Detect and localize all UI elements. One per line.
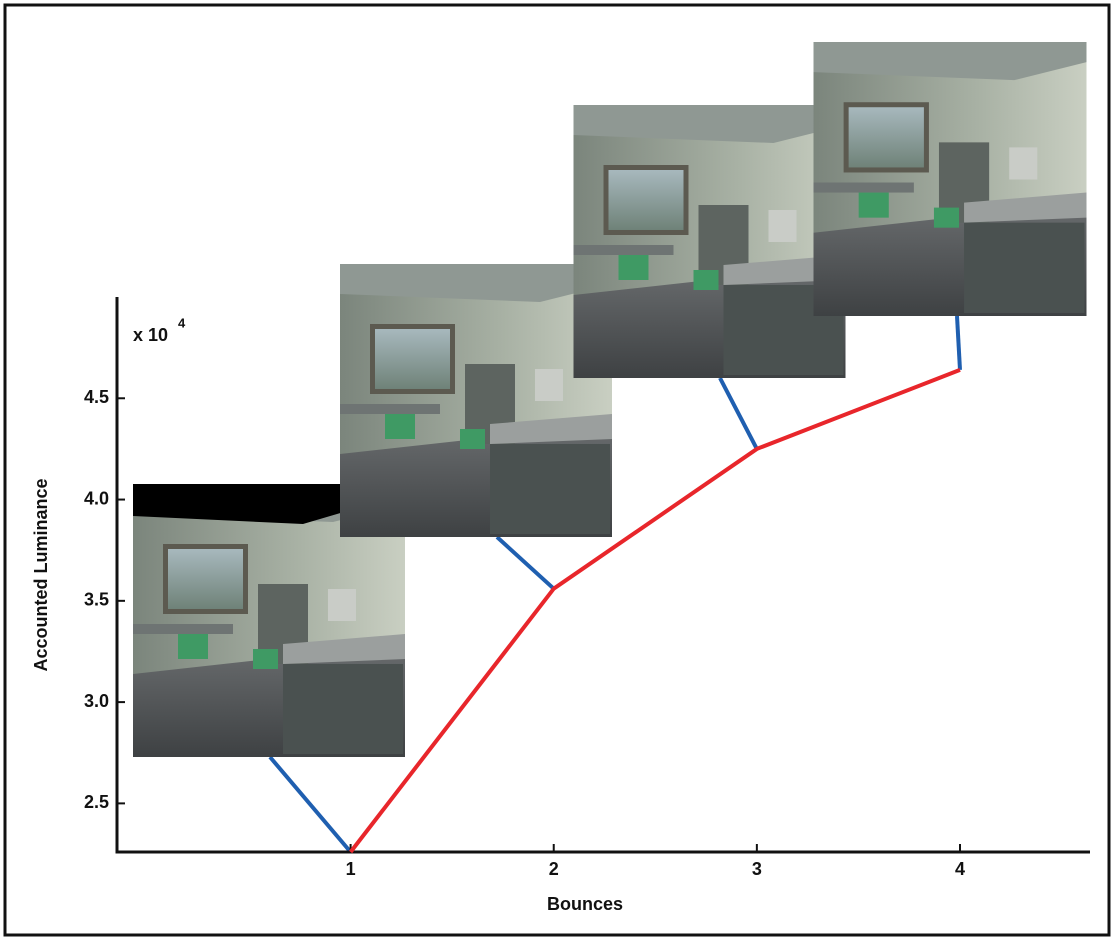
y-tick-label: 3.0 xyxy=(84,691,109,711)
y-tick-label: 2.5 xyxy=(84,792,109,812)
x-axis-label: Bounces xyxy=(547,894,623,914)
scale-exponent: 4 xyxy=(178,315,186,330)
y-tick-label: 3.5 xyxy=(84,590,109,610)
connector xyxy=(957,316,960,370)
x-tick-label: 1 xyxy=(346,859,356,879)
chart: 2.5 3.0 3.5 4.0 4.5 1 2 3 4 Bounces Accounted Lu… xyxy=(0,0,1115,941)
rendering xyxy=(814,42,1087,316)
y-tick-label: 4.5 xyxy=(84,387,109,407)
y-tick-label: 4.0 xyxy=(84,488,109,508)
renderings xyxy=(133,42,1086,757)
x-tick-label: 3 xyxy=(752,859,762,879)
x-tick-label: 2 xyxy=(549,859,559,879)
rendering xyxy=(574,105,846,378)
connector xyxy=(270,757,351,852)
connector xyxy=(497,537,554,589)
y-axis-label: Accounted Luminance xyxy=(31,478,51,671)
rendering xyxy=(340,264,612,537)
connector xyxy=(720,378,757,449)
x-tick-label: 4 xyxy=(955,859,965,879)
scale-note: x 10 xyxy=(133,325,168,345)
